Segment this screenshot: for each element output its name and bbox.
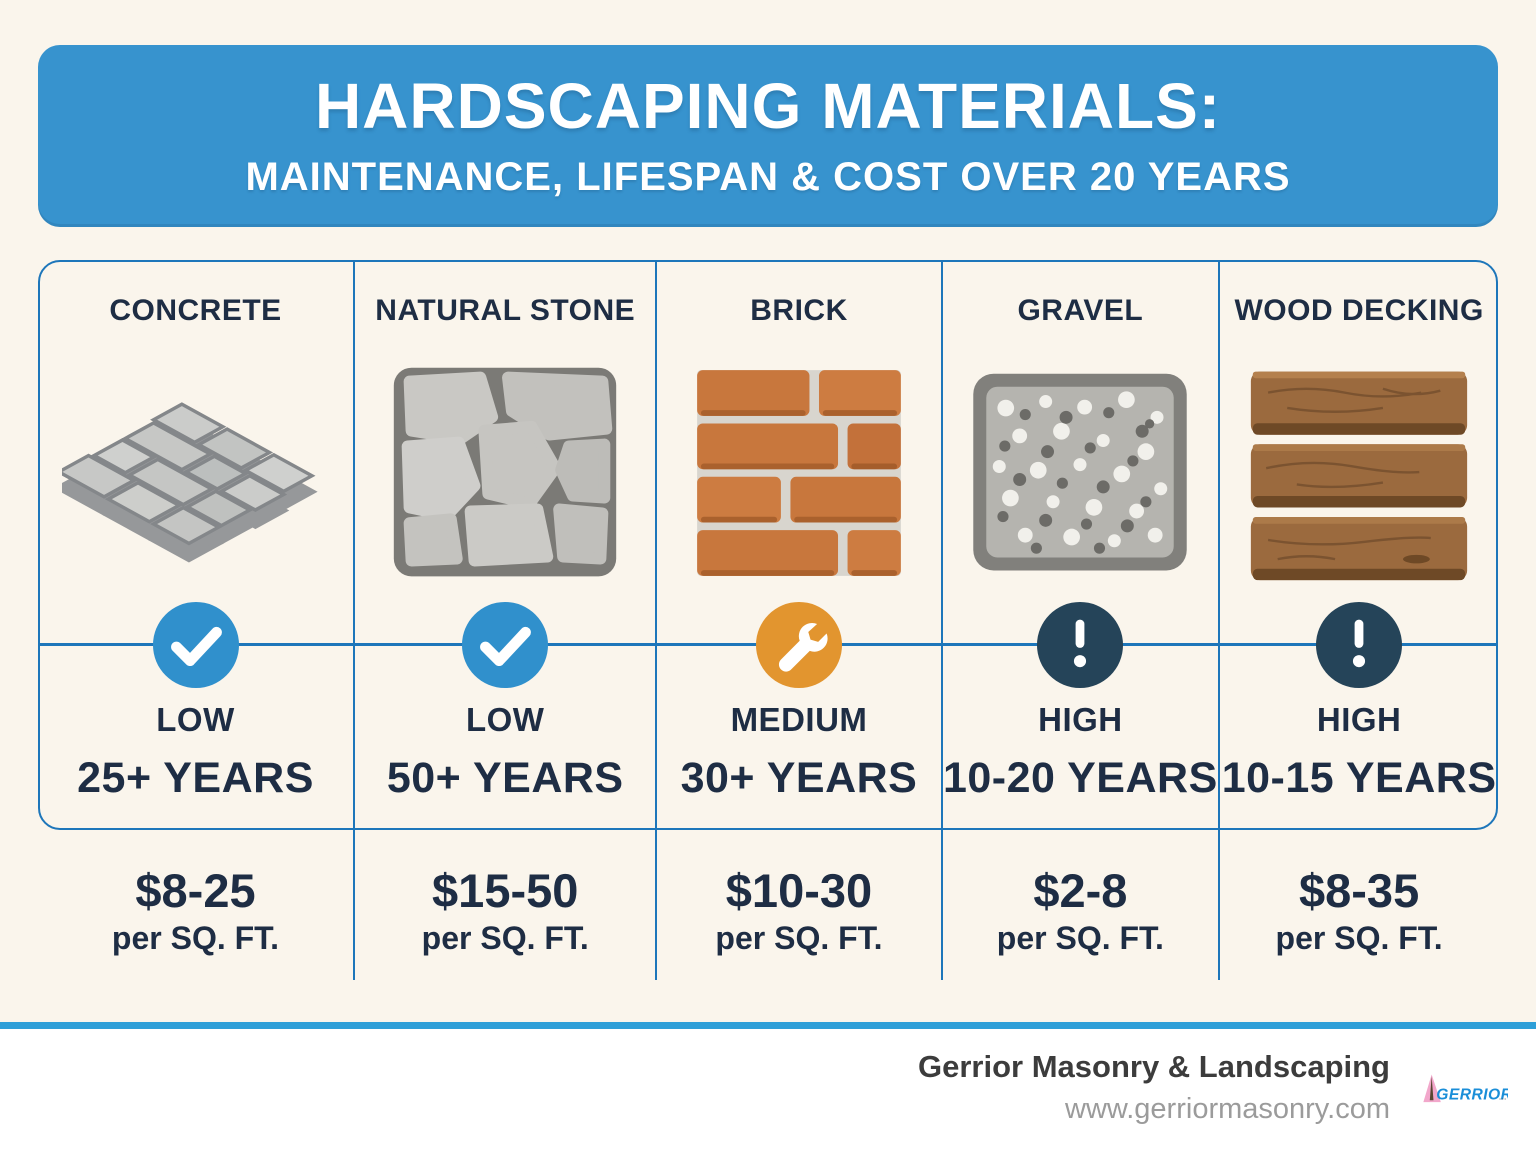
- maintenance-level: LOW: [156, 701, 235, 738]
- exclamation-icon: [1036, 601, 1124, 689]
- comparison-table: CONCRETE: [38, 260, 1498, 980]
- cost-unit: per SQ. FT.: [111, 920, 280, 956]
- check-icon: [461, 601, 549, 689]
- footer: Gerrior Masonry & Landscaping www.gerrio…: [0, 1029, 1536, 1154]
- exclamation-icon: [1315, 601, 1403, 689]
- cost-unit: per SQ. FT.: [1275, 920, 1443, 956]
- wood-planks-illustration: [1220, 348, 1498, 598]
- cost-unit: per SQ. FT.: [996, 920, 1164, 956]
- website-url: www.gerriormasonry.com: [1065, 1093, 1390, 1125]
- column-gravel: GRAVEL: [943, 260, 1221, 980]
- cost-unit: per SQ. FT.: [421, 920, 589, 956]
- check-icon: [152, 601, 240, 689]
- header-banner: HARDSCAPING MATERIALS: MAINTENANCE, LIFE…: [38, 45, 1498, 227]
- material-name: GRAVEL: [1017, 294, 1144, 327]
- svg-text:...: ...: [1499, 1091, 1507, 1101]
- cost-range: $8-25: [135, 863, 256, 917]
- lifespan: 10-20 YEARS: [942, 753, 1218, 802]
- cost-range: $15-50: [432, 863, 579, 917]
- material-name: WOOD DECKING: [1234, 294, 1484, 327]
- svg-text:GERRIOR: GERRIOR: [1436, 1086, 1508, 1103]
- column-wood-decking: WOOD DECKING: [1220, 260, 1498, 980]
- cost-range: $2-8: [1033, 863, 1128, 917]
- gerrior-logo: GERRIOR ...: [1416, 1069, 1512, 1115]
- material-name: NATURAL STONE: [375, 294, 636, 327]
- wrench-icon: [755, 601, 843, 689]
- column-concrete: CONCRETE: [38, 260, 355, 980]
- cost-range: $10-30: [725, 863, 873, 917]
- maintenance-level: HIGH: [1316, 701, 1402, 738]
- lifespan: 25+ YEARS: [77, 753, 314, 802]
- column-brick: BRICK: [657, 260, 943, 980]
- page-subtitle: MAINTENANCE, LIFESPAN & COST OVER 20 YEA…: [245, 155, 1291, 199]
- company-name: Gerrior Masonry & Landscaping: [918, 1049, 1390, 1084]
- lifespan: 30+ YEARS: [680, 753, 918, 802]
- page-title: HARDSCAPING MATERIALS:: [314, 70, 1222, 142]
- maintenance-level: LOW: [465, 701, 545, 738]
- material-name: CONCRETE: [109, 294, 282, 327]
- footer-divider: [0, 1022, 1536, 1029]
- gravel-bed-illustration: [943, 348, 1219, 598]
- cost-range: $8-35: [1299, 863, 1420, 917]
- maintenance-level: HIGH: [1038, 701, 1123, 738]
- lifespan: 50+ YEARS: [386, 753, 624, 802]
- lifespan: 10-15 YEARS: [1221, 753, 1497, 802]
- material-name: BRICK: [750, 294, 848, 327]
- brick-wall-illustration: [657, 348, 940, 598]
- cost-unit: per SQ. FT.: [715, 920, 883, 956]
- flagstone-illustration: [355, 348, 655, 598]
- maintenance-level: MEDIUM: [730, 701, 868, 738]
- concrete-pavers-illustration: [38, 348, 353, 598]
- column-natural-stone: NATURAL STONE: [355, 260, 658, 980]
